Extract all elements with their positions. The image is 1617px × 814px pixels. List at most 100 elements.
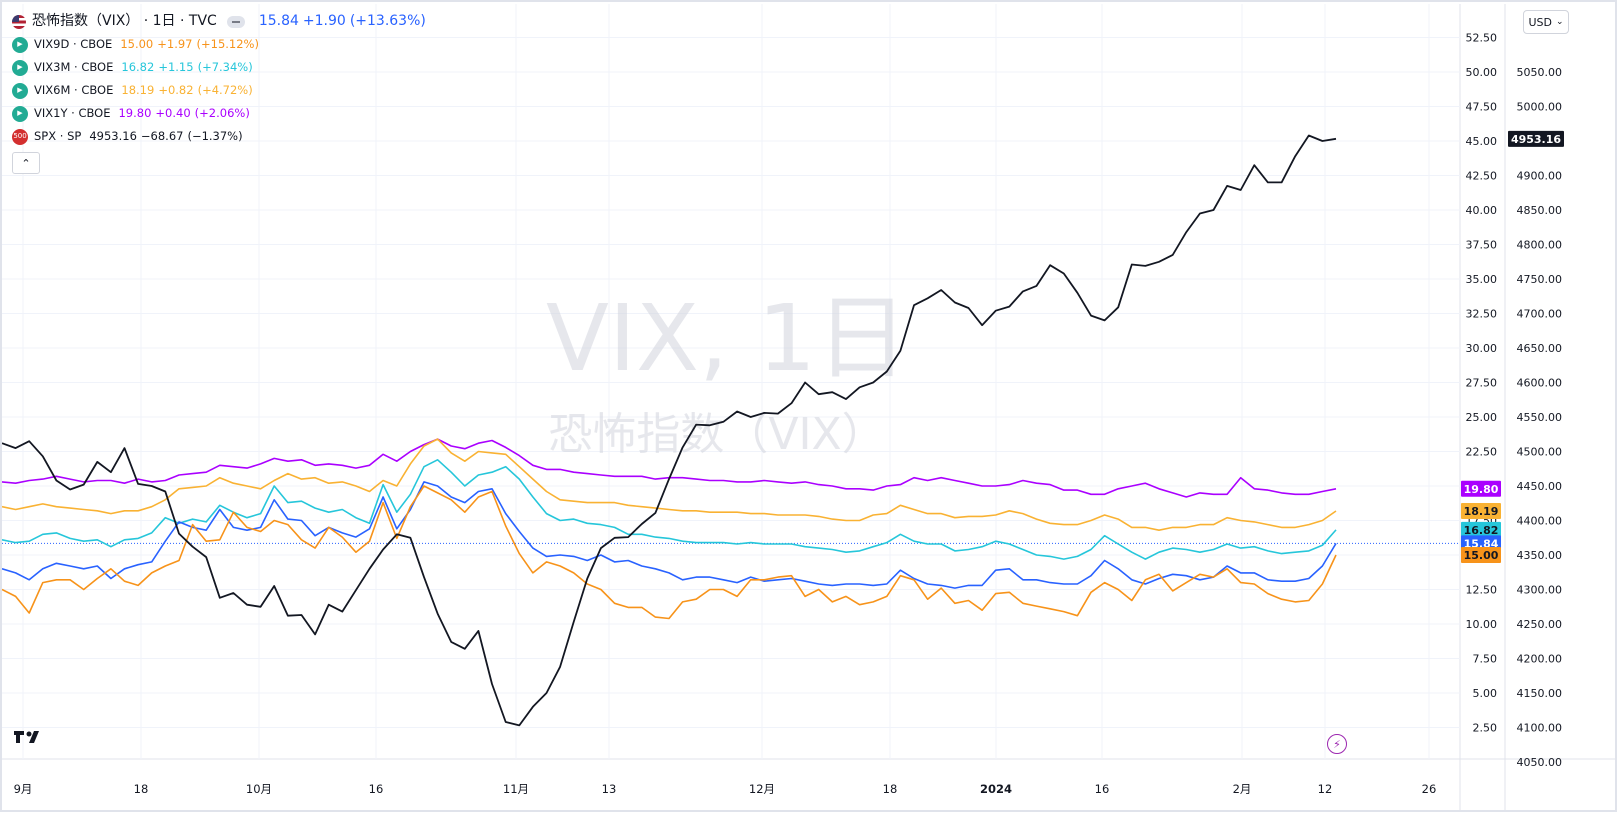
- legend: 恐怖指数（VIX） · 1日 · TVC 15.84 +1.90 (+13.63…: [12, 10, 430, 174]
- main-symbol-row[interactable]: 恐怖指数（VIX） · 1日 · TVC 15.84 +1.90 (+13.63…: [12, 10, 430, 33]
- left-axis-tick-label: 42.50: [1466, 170, 1498, 183]
- last-value-label: 19.80: [1464, 483, 1499, 496]
- legend-symbol-name[interactable]: VIX3M · CBOE: [34, 60, 114, 74]
- series-line: [2, 481, 1337, 589]
- left-axis-tick-label: 2.50: [1473, 722, 1498, 735]
- right-axis-tick-label: 5000.00: [1517, 101, 1563, 114]
- last-value-label: 16.82: [1464, 524, 1499, 537]
- main-symbol-title[interactable]: 恐怖指数（VIX） · 1日 · TVC: [32, 13, 217, 29]
- x-axis-tick-label: 18: [883, 782, 898, 796]
- right-axis-tick-label: 4350.00: [1517, 549, 1563, 562]
- currency-label: USD: [1528, 15, 1552, 29]
- play-circle-icon: ▶: [12, 82, 28, 99]
- x-axis-tick-label: 13: [602, 782, 617, 796]
- legend-change: +1.15: [158, 60, 194, 74]
- x-axis-tick-label: 12月: [749, 782, 775, 796]
- x-axis-tick-label: 26: [1422, 782, 1437, 796]
- x-axis-tick-label: 2024: [980, 782, 1012, 796]
- left-axis-tick-label: 35.00: [1466, 273, 1498, 286]
- legend-change-pct: (+7.34%): [197, 60, 253, 74]
- right-axis-tick-label: 4050.00: [1517, 756, 1563, 769]
- last-value-badge: [1461, 547, 1501, 563]
- right-axis-tick-label: 4100.00: [1517, 722, 1563, 735]
- legend-row[interactable]: ▶ VIX1Y · CBOE 19.80 +0.40 (+2.06%): [12, 102, 430, 125]
- collapse-legend-button[interactable]: ⌃: [12, 152, 40, 174]
- legend-row[interactable]: ▶ VIX6M · CBOE 18.19 +0.82 (+4.72%): [12, 79, 430, 102]
- left-axis-tick-label: 37.50: [1466, 239, 1498, 252]
- right-axis-tick-label: 4200.00: [1517, 653, 1563, 666]
- tradingview-logo-icon[interactable]: [14, 729, 44, 749]
- left-axis-tick-label: 10.00: [1466, 618, 1498, 631]
- last-value-label: 18.19: [1464, 505, 1499, 518]
- series-line: [2, 458, 1337, 560]
- legend-last: 18.19: [121, 83, 155, 97]
- right-axis-tick-label: 4850.00: [1517, 204, 1563, 217]
- legend-last: 16.82: [121, 60, 155, 74]
- main-last: 15.84: [258, 13, 299, 29]
- left-axis-tick-label: 12.50: [1466, 584, 1498, 597]
- left-axis-tick-label: 52.50: [1466, 32, 1498, 45]
- right-axis-tick-label: 4150.00: [1517, 687, 1563, 700]
- x-axis-tick-label: 10月: [246, 782, 272, 796]
- sp500-badge-icon: 500: [12, 128, 28, 145]
- legend-last: 15.00: [120, 37, 154, 51]
- hide-symbol-icon[interactable]: [226, 15, 245, 28]
- legend-change-pct: (+15.12%): [196, 37, 259, 51]
- legend-symbol-name[interactable]: VIX6M · CBOE: [34, 83, 114, 97]
- last-value-label: 4953.16: [1511, 133, 1561, 146]
- last-value-badge: [1508, 130, 1564, 147]
- legend-last: 19.80: [118, 106, 152, 120]
- legend-row[interactable]: 500 SPX · SP 4953.16 −68.67 (−1.37%): [12, 125, 430, 148]
- main-change-pct: (+13.63%): [349, 13, 426, 29]
- play-circle-icon: ▶: [12, 105, 28, 122]
- series-line: [2, 438, 1337, 532]
- x-axis-tick-label: 16: [369, 782, 384, 796]
- left-axis-tick-label: 40.00: [1466, 204, 1498, 217]
- right-axis-tick-label: 4500.00: [1517, 446, 1563, 459]
- left-axis-tick-label: 32.50: [1466, 308, 1498, 321]
- right-axis-tick-label: 4750.00: [1517, 273, 1563, 286]
- us-flag-icon: [12, 14, 26, 29]
- x-axis-tick-label: 2月: [1233, 782, 1252, 796]
- left-axis-tick-label: 25.00: [1466, 411, 1498, 424]
- series-line: [2, 134, 1337, 727]
- last-value-label: 15.00: [1464, 549, 1499, 562]
- legend-symbol-name[interactable]: VIX9D · CBOE: [34, 37, 113, 51]
- currency-selector[interactable]: USD ⌄: [1523, 10, 1569, 34]
- left-axis-tick-label: 47.50: [1466, 101, 1498, 114]
- right-axis-tick-label: 4900.00: [1517, 170, 1563, 183]
- lightning-icon[interactable]: ⚡: [1327, 734, 1347, 754]
- right-axis-tick-label: 4700.00: [1517, 308, 1563, 321]
- left-axis-tick-label: 5.00: [1473, 687, 1498, 700]
- right-axis-tick-label: 4250.00: [1517, 618, 1563, 631]
- legend-change-pct: (+2.06%): [194, 106, 250, 120]
- legend-row[interactable]: ▶ VIX3M · CBOE 16.82 +1.15 (+7.34%): [12, 56, 430, 79]
- last-value-badge: [1461, 521, 1501, 538]
- left-axis-tick-label: 45.00: [1466, 135, 1498, 148]
- watermark-main: VIX, 1日: [546, 285, 908, 392]
- legend-change: +0.40: [155, 106, 191, 120]
- right-axis-tick-label: 4450.00: [1517, 480, 1563, 493]
- right-axis-tick-label: 4650.00: [1517, 342, 1563, 355]
- chevron-up-icon: ⌃: [21, 156, 31, 170]
- legend-change: +1.97: [157, 37, 193, 51]
- x-axis-tick-label: 11月: [503, 782, 529, 796]
- x-axis-tick-label: 9月: [14, 782, 33, 796]
- legend-symbol-name[interactable]: SPX · SP: [34, 129, 82, 143]
- right-axis-tick-label: 4300.00: [1517, 584, 1563, 597]
- main-change: +1.90: [302, 13, 346, 29]
- x-axis-tick-label: 12: [1318, 782, 1333, 796]
- right-axis-tick-label: 4400.00: [1517, 515, 1563, 528]
- legend-last: 4953.16: [89, 129, 137, 143]
- legend-change: −68.67: [140, 129, 184, 143]
- legend-change-pct: (−1.37%): [187, 129, 243, 143]
- right-axis-tick-label: 4600.00: [1517, 377, 1563, 390]
- left-axis-tick-label: 22.50: [1466, 446, 1498, 459]
- legend-symbol-name[interactable]: VIX1Y · CBOE: [34, 106, 111, 120]
- x-axis-tick-label: 16: [1095, 782, 1110, 796]
- series-line: [2, 485, 1337, 620]
- legend-change: +0.82: [158, 83, 194, 97]
- play-circle-icon: ▶: [12, 36, 28, 53]
- legend-row[interactable]: ▶ VIX9D · CBOE 15.00 +1.97 (+15.12%): [12, 33, 430, 56]
